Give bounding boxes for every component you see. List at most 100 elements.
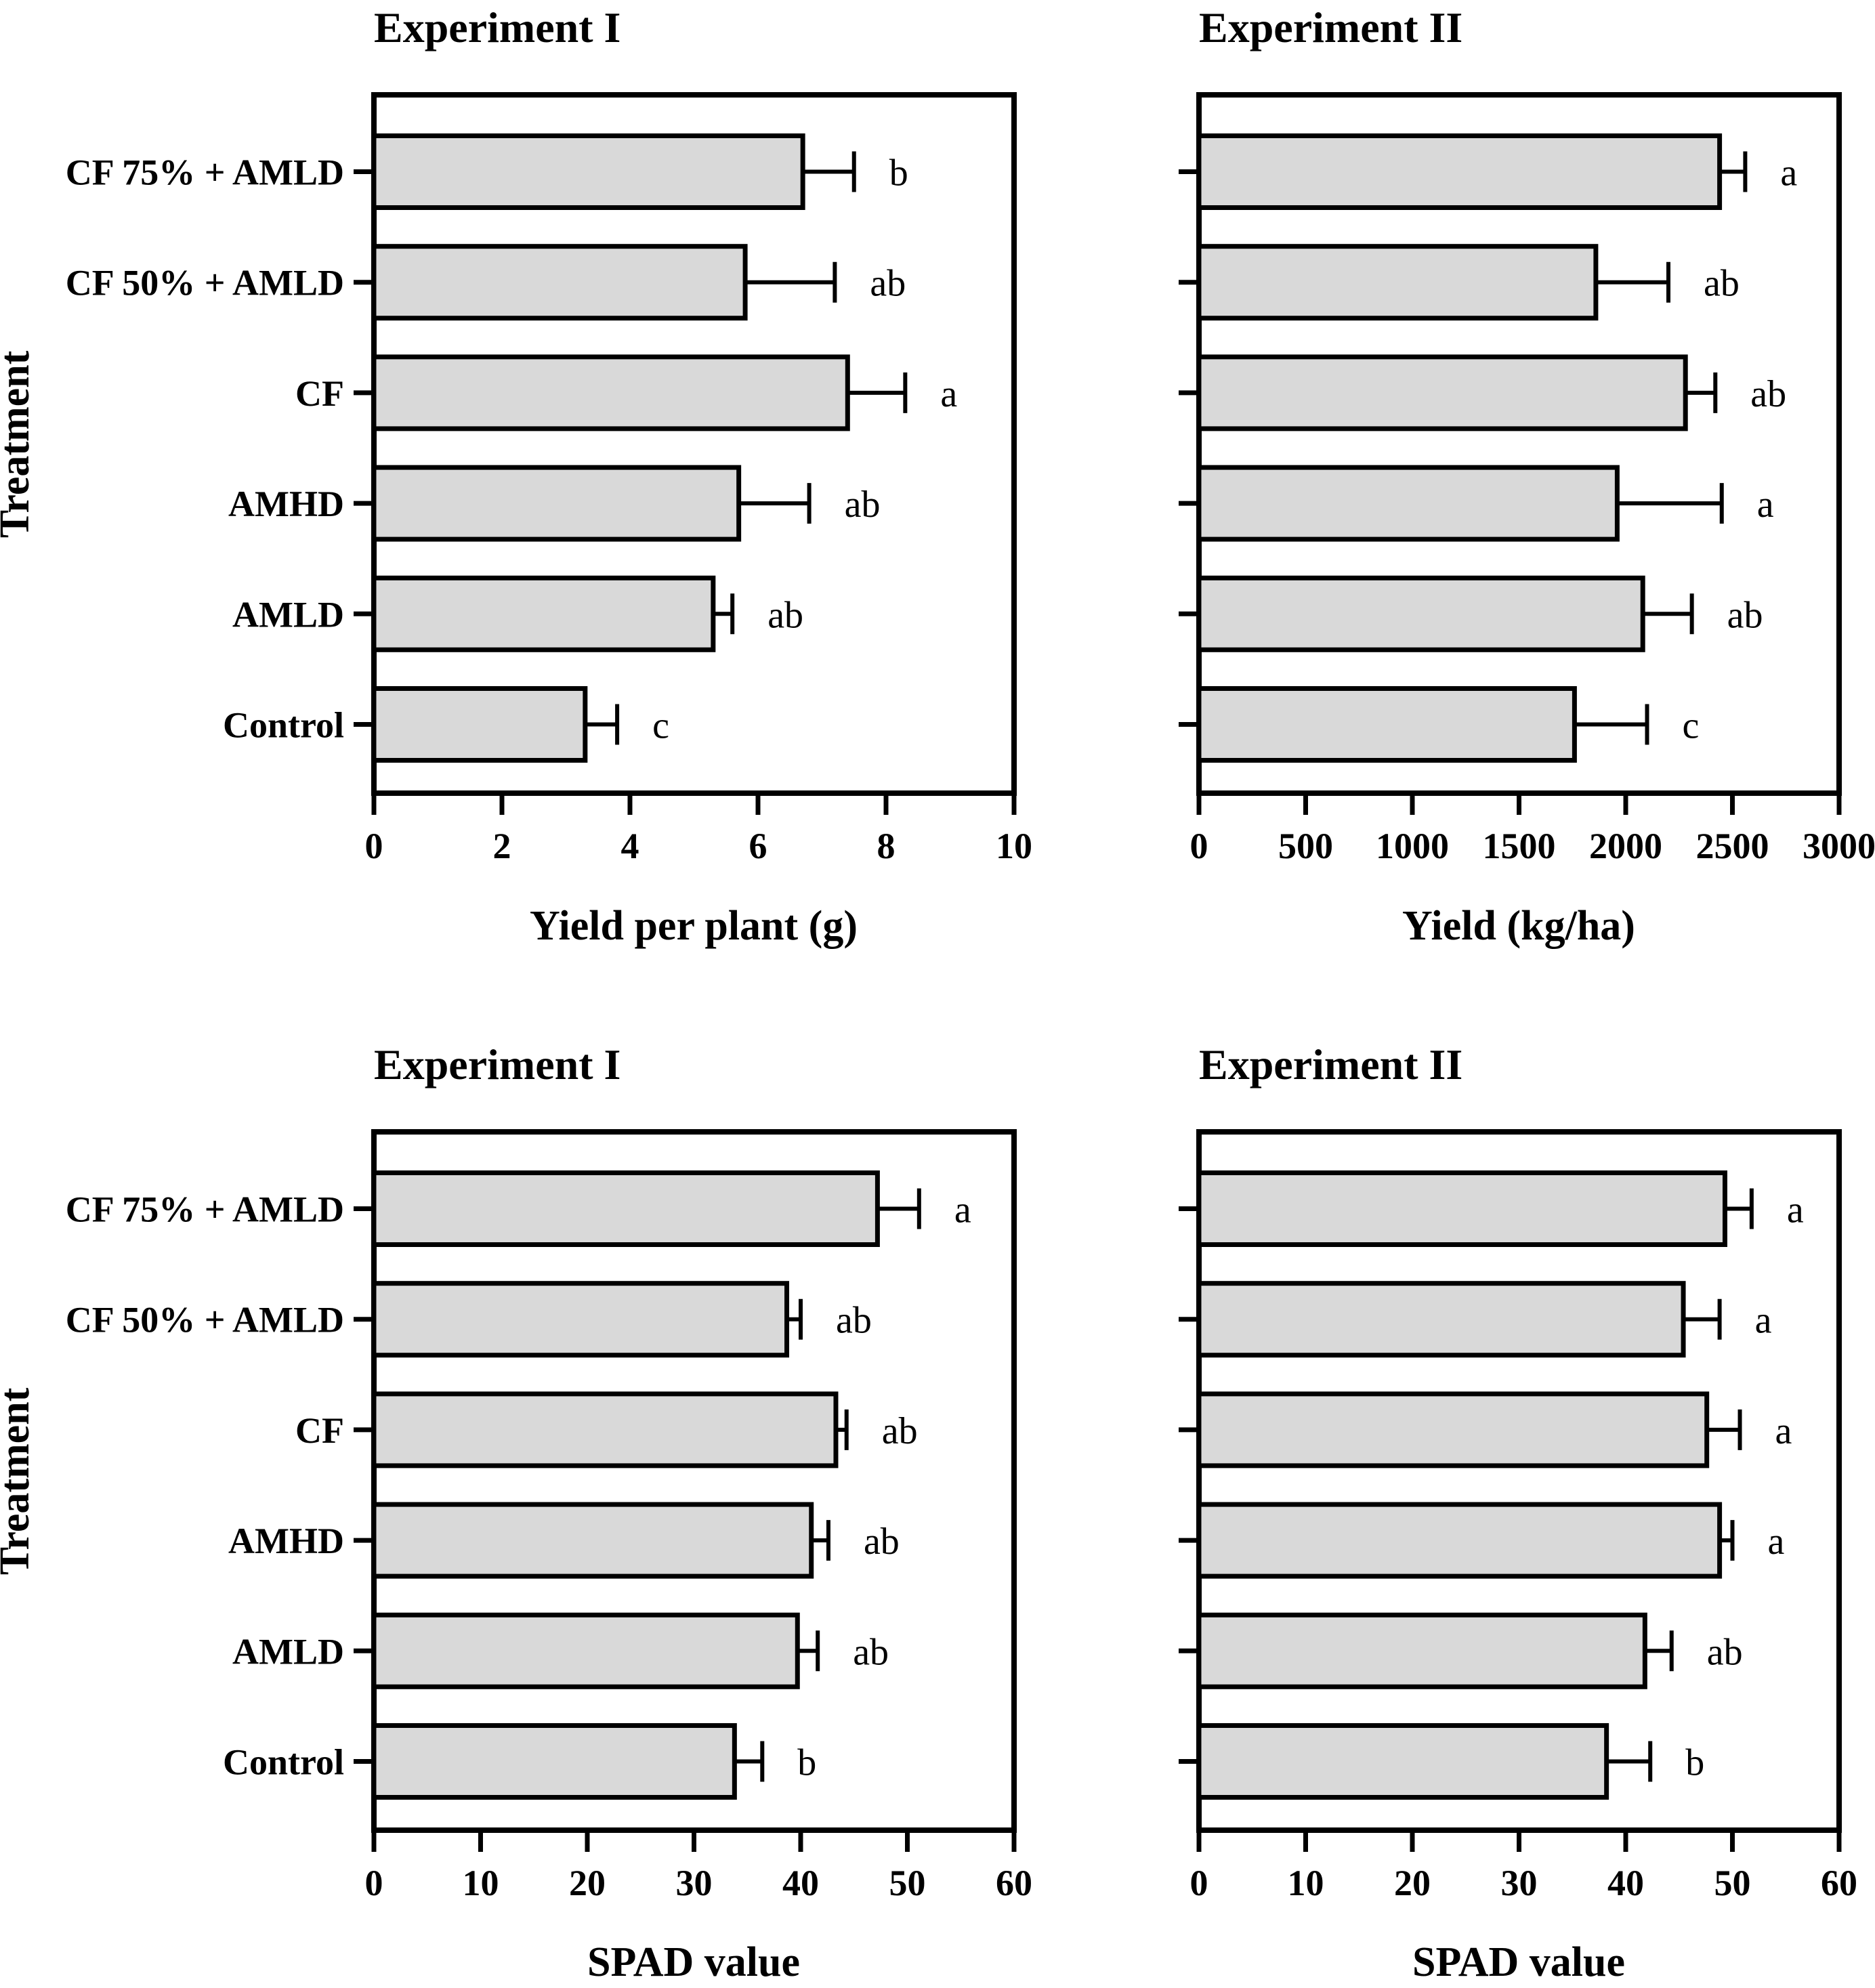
bar [371,575,716,652]
panel-spad-exp1: Experiment I SPAD value Treatment 0 10 20 3… [0,1040,1032,1985]
bar [371,1170,880,1247]
bar [1196,1502,1723,1579]
significance-letter: c [1683,705,1700,747]
significance-letter: b [797,1742,816,1784]
x-tick-label: 40 [1607,1863,1644,1903]
bar [1196,575,1645,652]
category-label: CF 50% + AMLD [66,1300,344,1340]
bar [1196,1723,1609,1800]
x-axis-label: SPAD value [1412,1939,1625,1985]
x-tick-label: 8 [877,826,896,866]
x-tick-label: 2500 [1696,826,1769,866]
bar [371,133,805,210]
bar [1196,1170,1727,1247]
x-axis-label: Yield (kg/ha) [1402,903,1635,949]
significance-letter: a [940,373,957,415]
category-label: AMHD [228,484,344,524]
category-label: Control [223,1742,344,1783]
x-tick-label: 1000 [1376,826,1449,866]
bar [371,1281,790,1358]
panel-title: Experiment II [1199,1040,1462,1088]
significance-letter: ab [870,263,906,305]
significance-letter: ab [1750,373,1786,415]
plot-frame [371,92,1017,796]
plot-area: 0 10 20 30 40 50 60 CF 75% + AMLD a CF 50% + AMLD… [66,1129,1032,1903]
bar [371,1502,814,1579]
significance-letter: ab [864,1521,900,1563]
category-label: CF [295,373,344,414]
bar [1196,686,1577,763]
bar [1196,465,1620,542]
significance-letter: ab [882,1410,918,1452]
y-axis-label: Treatment [0,1387,38,1575]
significance-letter: a [1757,484,1774,526]
significance-letter: ab [1727,594,1763,636]
bar [371,465,742,542]
bar [1196,1391,1710,1468]
significance-letter: ab [853,1631,889,1673]
x-tick-label: 40 [782,1863,819,1903]
x-tick-label: 2000 [1589,826,1662,866]
significance-letter: a [954,1189,971,1231]
category-label: AMHD [228,1521,344,1561]
x-tick-label: 60 [996,1863,1032,1903]
x-tick-label: 0 [1190,1863,1208,1903]
x-tick-label: 50 [1714,1863,1751,1903]
x-tick-label: 500 [1278,826,1333,866]
x-tick-label: 3000 [1803,826,1875,866]
x-tick-label: 60 [1821,1863,1857,1903]
category-label: AMLD [232,1631,344,1672]
bar [1196,244,1599,321]
category-label: CF 50% + AMLD [66,263,344,303]
x-tick-label: 10 [463,1863,499,1903]
bar [371,686,588,763]
x-axis-label: SPAD value [587,1939,800,1985]
panel-title: Experiment I [374,1040,620,1088]
x-tick-label: 4 [621,826,639,866]
x-tick-label: 0 [365,826,383,866]
x-tick-label: 0 [1190,826,1208,866]
significance-letter: c [652,705,669,747]
panel-spad-exp2: Experiment II SPAD value 0 10 20 30 40 50 60 a a… [1179,1040,1857,1985]
x-tick-label: 6 [749,826,767,866]
plot-area: 0 2 4 6 8 10 CF 75% + AMLD b CF 50% + AMLD ab CF a A… [66,92,1032,866]
bar [371,244,748,321]
significance-letter: ab [1704,263,1740,305]
category-label: CF 75% + AMLD [66,152,344,193]
significance-letter: a [1780,152,1797,194]
category-label: Control [223,705,344,746]
panel-title: Experiment II [1199,3,1462,51]
x-axis-label: Yield per plant (g) [530,903,858,949]
bar [1196,354,1688,431]
x-tick-label: 20 [569,1863,606,1903]
bar [1196,1612,1647,1689]
bar [371,1612,800,1689]
panel-yield-exp2: Experiment II Yield (kg/ha) 0 500 1000 1500… [1179,3,1875,949]
significance-letter: a [1775,1410,1792,1452]
category-label: CF [295,1410,344,1451]
significance-letter: ab [767,594,803,636]
significance-letter: a [1787,1189,1804,1231]
category-label: CF 75% + AMLD [66,1189,344,1230]
significance-letter: a [1768,1521,1785,1563]
significance-letter: ab [1707,1631,1743,1673]
bar [1196,1281,1686,1358]
x-tick-label: 10 [996,826,1032,866]
y-axis-label: Treatment [0,350,38,538]
x-tick-label: 2 [493,826,511,866]
bar [371,1391,839,1468]
plot-area: 0 10 20 30 40 50 60 a a a a ab b [1179,1129,1857,1903]
x-tick-label: 50 [889,1863,926,1903]
significance-letter: ab [836,1300,872,1342]
significance-letter: a [1755,1300,1772,1342]
significance-letter: ab [845,484,881,526]
plot-area: 0 500 1000 1500 2000 2500 3000 a ab ab a ab c [1179,92,1875,866]
x-tick-label: 1500 [1483,826,1556,866]
bar [1196,133,1723,210]
x-tick-label: 20 [1394,1863,1431,1903]
bar [371,354,850,431]
category-label: AMLD [232,594,344,635]
significance-letter: b [1685,1742,1704,1784]
significance-letter: b [889,152,908,194]
x-tick-label: 0 [365,1863,383,1903]
